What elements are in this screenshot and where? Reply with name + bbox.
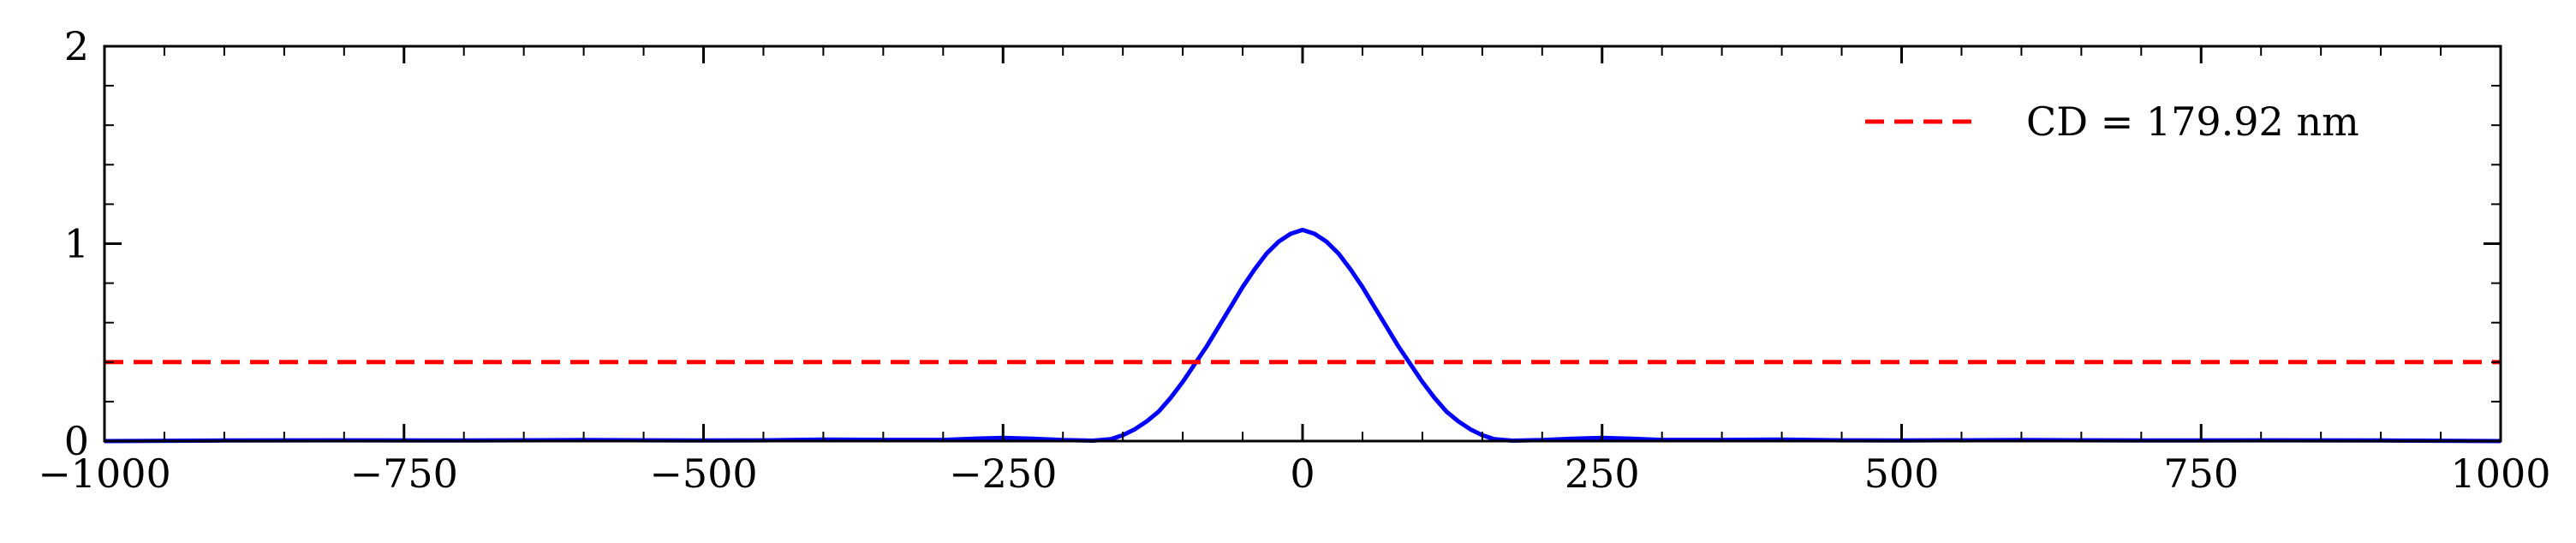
x-tick-label: 1000 xyxy=(2450,451,2550,497)
x-tick-label: 500 xyxy=(1864,451,1940,497)
x-tick-label: 0 xyxy=(1290,451,1315,497)
x-tick-label: 750 xyxy=(2163,451,2239,497)
x-tick-label: −750 xyxy=(350,451,458,497)
x-tick-label: 250 xyxy=(1565,451,1640,497)
x-tick-label: −1000 xyxy=(38,451,171,497)
x-tick-label: −500 xyxy=(649,451,757,497)
legend: CD = 179.92 nm xyxy=(1865,98,2359,145)
y-tick-label: 0 xyxy=(64,418,89,464)
x-tick-label: −250 xyxy=(949,451,1057,497)
series-line-blue xyxy=(104,227,2501,444)
x-axis-ticks: −1000 −750 −500 −250 0 250 500 750 1000 xyxy=(38,46,2551,497)
y-tick-label: 2 xyxy=(64,23,89,69)
plot-area xyxy=(104,227,2501,444)
y-tick-label: 1 xyxy=(64,221,89,267)
y-axis-ticks: 0 1 2 xyxy=(64,23,2501,464)
legend-label-cd: CD = 179.92 nm xyxy=(2026,98,2359,145)
